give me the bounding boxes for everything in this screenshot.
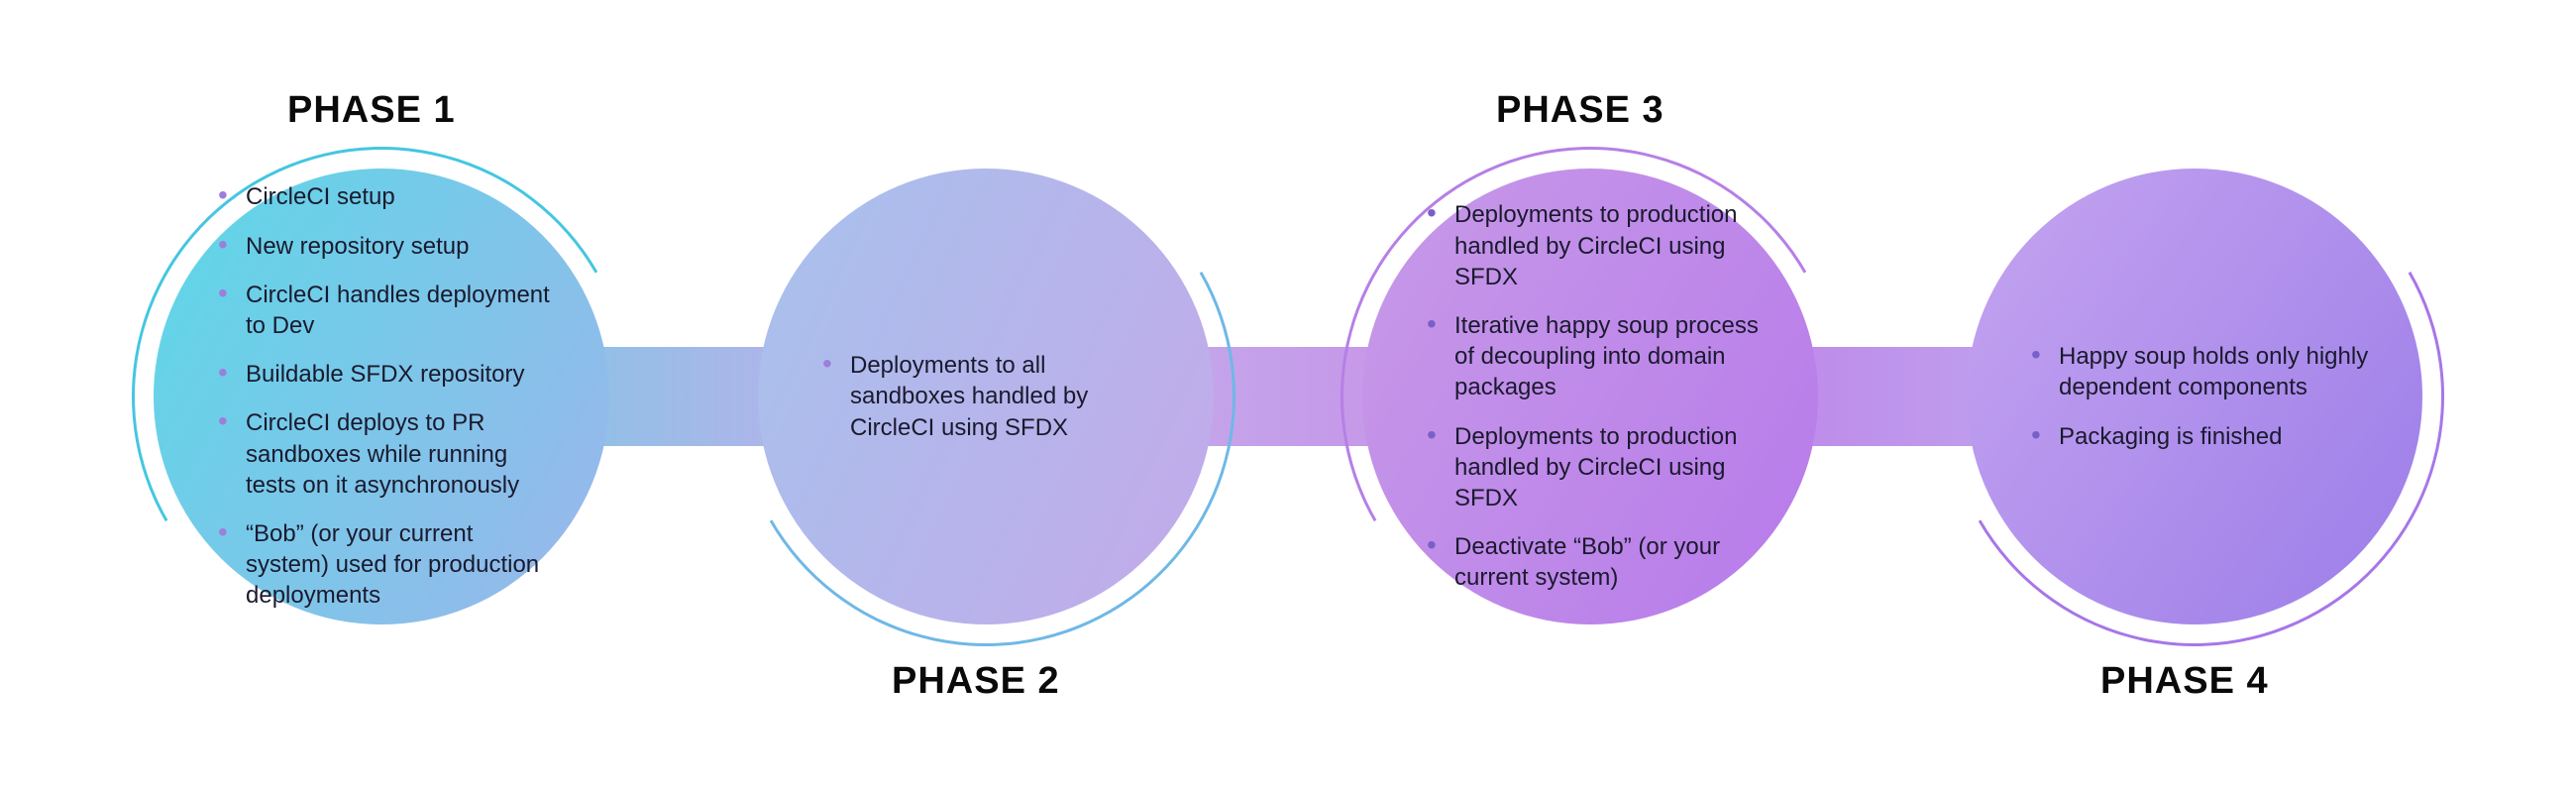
phase-items-3: Deployments to production handled by Cir… [1427, 199, 1769, 593]
phase-flow-diagram: CircleCI setup New repository setup Circle… [0, 0, 2576, 793]
phase-1-item: “Bob” (or your current system) used for … [218, 518, 560, 612]
phase-4-item: Packaging is finished [2031, 421, 2373, 452]
phase-label-2: PHASE 2 [892, 660, 1060, 703]
phase-3-item: Deployments to production handled by Cir… [1427, 199, 1769, 292]
phase-circle-2: Deployments to all sandboxes handled by … [758, 169, 1214, 624]
phase-3-item: Deactivate “Bob” (or your current system… [1427, 531, 1769, 593]
phase-1-item: CircleCI handles deployment to Dev [218, 280, 560, 341]
phase-2-item: Deployments to all sandboxes handled by … [822, 350, 1164, 443]
phase-items-4: Happy soup holds only highly dependent c… [2031, 341, 2373, 452]
phase-3-item: Deployments to production handled by Cir… [1427, 421, 1769, 514]
phase-circle-3: Deployments to production handled by Cir… [1362, 169, 1818, 624]
phase-label-3: PHASE 3 [1496, 89, 1664, 132]
phase-items-1: CircleCI setup New repository setup Circle… [218, 181, 560, 611]
phase-1-item: CircleCI setup [218, 181, 560, 212]
phase-label-4: PHASE 4 [2100, 660, 2269, 703]
phase-items-2: Deployments to all sandboxes handled by … [822, 350, 1164, 443]
phase-label-1: PHASE 1 [287, 89, 456, 132]
phase-1-item: CircleCI deploys to PR sandboxes while r… [218, 407, 560, 501]
phase-3-item: Iterative happy soup process of decoupli… [1427, 310, 1769, 403]
phase-circle-1: CircleCI setup New repository setup Circle… [154, 169, 609, 624]
phase-1-item: Buildable SFDX repository [218, 359, 560, 390]
phase-4-item: Happy soup holds only highly dependent c… [2031, 341, 2373, 402]
phase-circle-4: Happy soup holds only highly dependent c… [1967, 169, 2422, 624]
phase-1-item: New repository setup [218, 231, 560, 262]
